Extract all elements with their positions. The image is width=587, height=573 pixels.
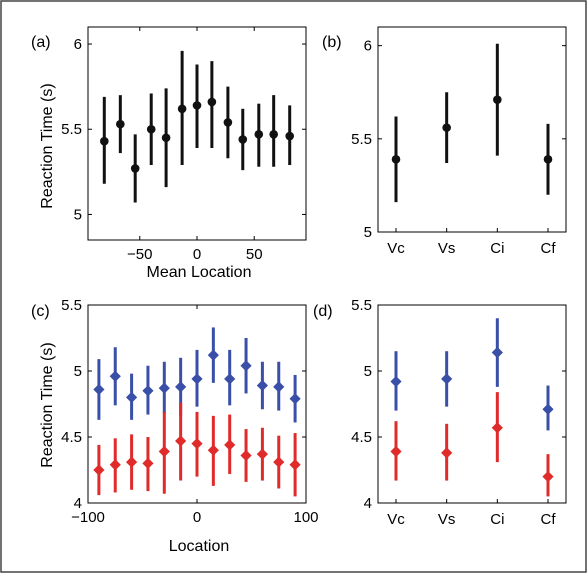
data-point [256,448,268,460]
data-point [223,118,233,127]
y-tick-label: 4 [364,495,372,512]
data-point [146,124,156,134]
y-tick-label: 6 [364,38,372,55]
data-point [158,445,170,458]
panel-b-plot: 5 5.5 6 Vc Vs Ci Cf [351,26,567,257]
data-point [493,95,502,104]
data-point [224,373,236,385]
panel-label-b: (b) [322,34,342,51]
data-point [285,131,295,141]
panel-label-c: (c) [31,303,50,320]
data-point [269,130,278,139]
data-point [130,164,140,173]
data-point [256,379,268,392]
y-tick-label: 4.5 [351,429,372,446]
data-point [161,133,171,143]
data-point [175,435,187,447]
y-tick-label: 4.5 [61,429,82,446]
x-tick-label: 0 [193,509,201,526]
panel-b: (b) 5 5.5 6 Vc Vs Ci Cf [322,26,567,257]
y-tick-label: 5.5 [351,297,372,314]
x-tick-label: 50 [246,246,263,263]
data-point [192,101,202,110]
panel-label-d: (d) [313,303,333,320]
data-point [240,449,252,462]
data-point [93,383,105,396]
data-point [191,438,203,450]
y-tick-label: 5 [364,363,372,380]
y-tick-label: 5.5 [351,131,372,148]
data-point [289,393,301,405]
data-point [442,123,451,132]
data-point [207,97,217,107]
panel-a: (a) Reaction Time (s) Mean Location 5 5.5… [31,26,307,281]
data-point [542,403,554,415]
panel-c-xlabel: Location [169,538,230,555]
data-point [126,391,138,403]
data-point [273,381,285,393]
x-tick-label: Vs [438,240,456,257]
data-point [126,456,138,468]
panel-c-plot: 4 4.5 5 5.5 −100 0 100 [61,297,318,526]
data-point [116,119,125,129]
x-tick-label: Vs [438,511,456,528]
axes-frame [377,304,567,504]
data-point [390,375,402,388]
data-point [254,130,264,139]
x-tick-label: 100 [293,509,318,526]
data-point [142,457,154,469]
panel-c-ylabel: Reaction Time (s) [39,342,56,467]
x-tick-label: −50 [127,246,152,263]
data-point [175,381,187,393]
data-point [491,422,503,434]
x-tick-label: Vc [387,240,405,257]
panel-d-plot: 4 4.5 5 5.5 Vc Vs Ci Cf [351,297,567,528]
panel-c: (c) Reaction Time (s) Location 4 4.5 5 5.5 −… [31,297,319,555]
data-point [142,385,154,397]
data-point [191,373,203,385]
data-point [391,155,401,164]
data-point [273,456,285,468]
data-point [491,346,503,359]
x-tick-label: Cf [541,240,557,257]
data-point [93,464,105,476]
y-tick-label: 5.5 [61,121,82,138]
data-point [207,349,219,361]
data-point [109,459,121,471]
x-tick-label: Vc [387,511,405,528]
x-tick-label: 0 [193,246,201,263]
y-tick-label: 5 [74,363,82,380]
data-point [158,382,170,394]
data-point [100,136,109,146]
panel-d: (d) 4 4.5 5 5.5 Vc Vs Ci Cf [313,297,567,528]
y-tick-label: 6 [74,36,82,53]
panel-a-ylabel: Reaction Time (s) [39,83,56,208]
data-point [289,459,301,471]
y-tick-label: 4 [74,495,82,512]
data-point [390,445,402,458]
panel-label-a: (a) [31,34,51,51]
data-point [177,104,187,114]
x-tick-label: Cf [541,511,557,528]
data-point [207,444,219,456]
data-point [441,373,453,385]
x-tick-label: Ci [490,511,504,528]
panel-a-plot: 5 5.5 6 −50 0 50 [61,26,307,263]
data-point [240,360,252,372]
data-point [543,155,553,164]
y-tick-label: 5.5 [61,297,82,314]
axes-frame [377,26,567,233]
y-tick-label: 5 [74,206,82,223]
x-tick-label: Ci [490,240,504,257]
data-point [109,370,121,382]
data-point [224,439,236,451]
y-tick-label: 5 [364,224,372,241]
x-tick-label: −100 [71,509,105,526]
data-point [441,447,453,459]
panel-a-xlabel: Mean Location [147,264,252,281]
data-point [238,135,248,144]
data-point [542,471,554,483]
